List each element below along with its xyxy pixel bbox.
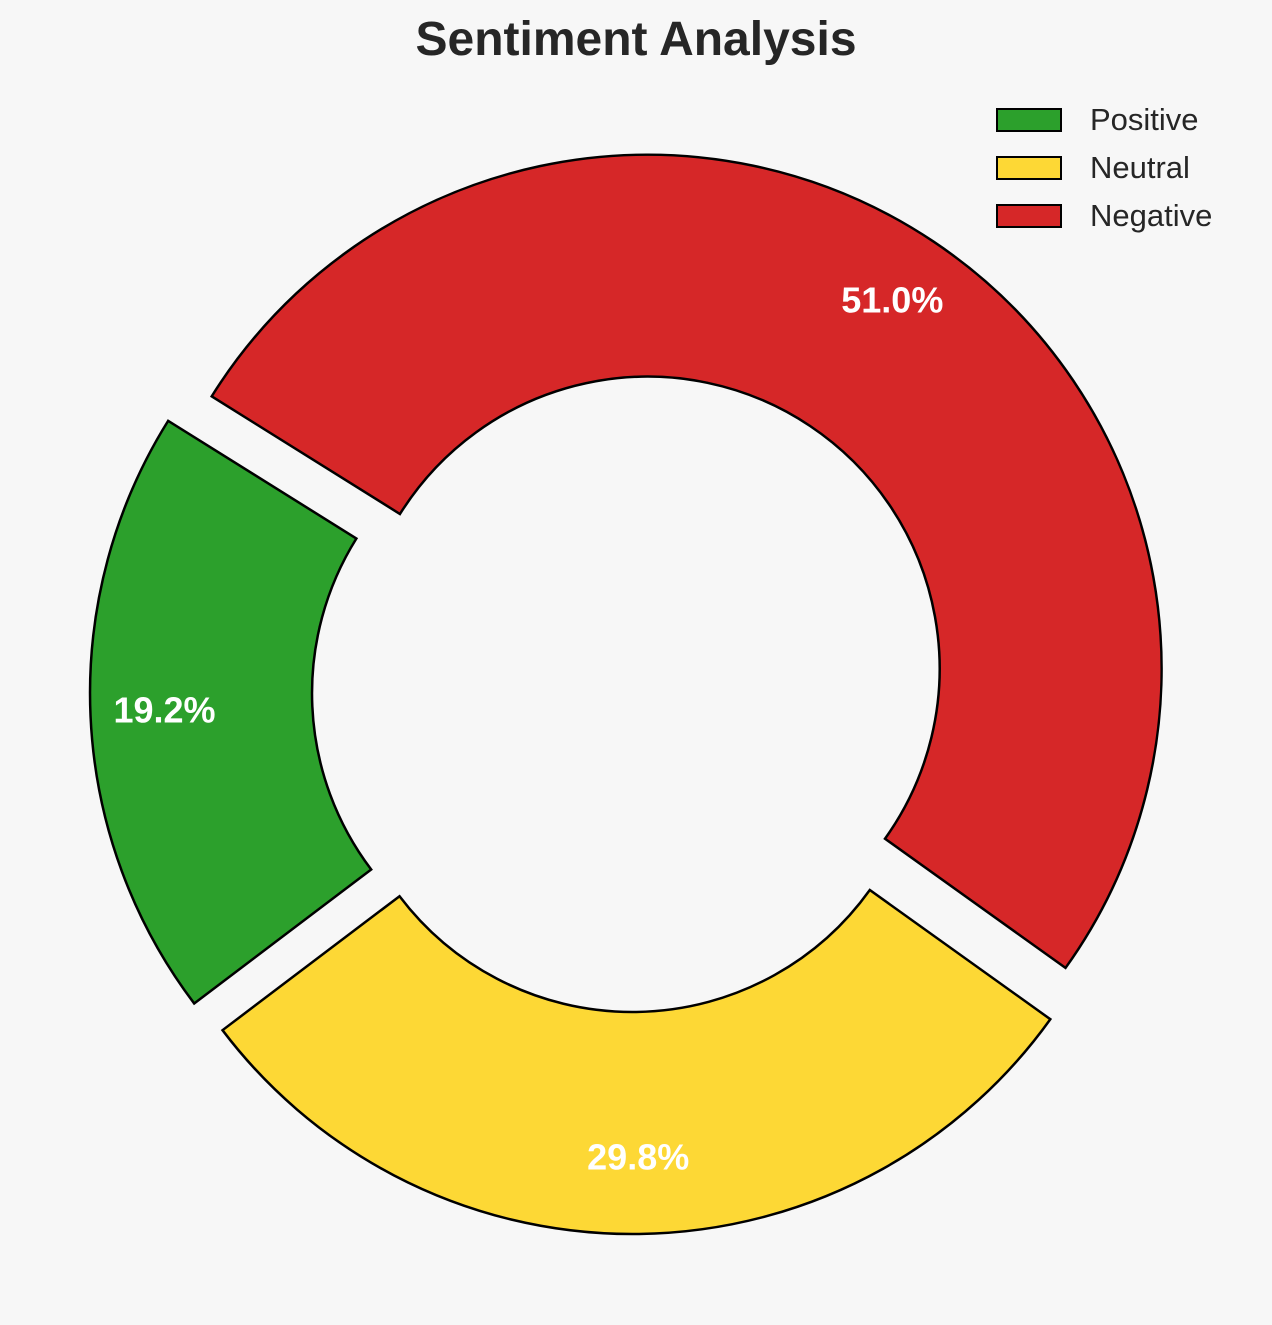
slices-layer: [88, 153, 1163, 1236]
slice-label-negative: 51.0%: [841, 280, 943, 321]
legend-item-negative: Negative: [996, 192, 1212, 240]
slice-positive: [88, 419, 373, 1006]
slice-neutral: [220, 888, 1053, 1236]
legend-label-neutral: Neutral: [1090, 150, 1190, 185]
legend-item-positive: Positive: [996, 96, 1212, 144]
legend-label-positive: Positive: [1090, 102, 1199, 137]
legend-swatch-positive: [996, 108, 1062, 132]
slice-label-neutral: 29.8%: [587, 1137, 689, 1178]
chart-title: Sentiment Analysis: [415, 13, 857, 66]
legend-item-neutral: Neutral: [996, 144, 1212, 192]
labels-layer: 19.2% 29.8% 51.0%: [113, 280, 943, 1178]
legend-label-negative: Negative: [1090, 198, 1213, 233]
legend-swatch-negative: [996, 204, 1062, 228]
legend-swatch-neutral: [996, 156, 1062, 180]
slice-label-positive: 19.2%: [113, 689, 215, 730]
legend: Positive Neutral Negative: [996, 96, 1212, 240]
slice-negative: [209, 153, 1163, 970]
